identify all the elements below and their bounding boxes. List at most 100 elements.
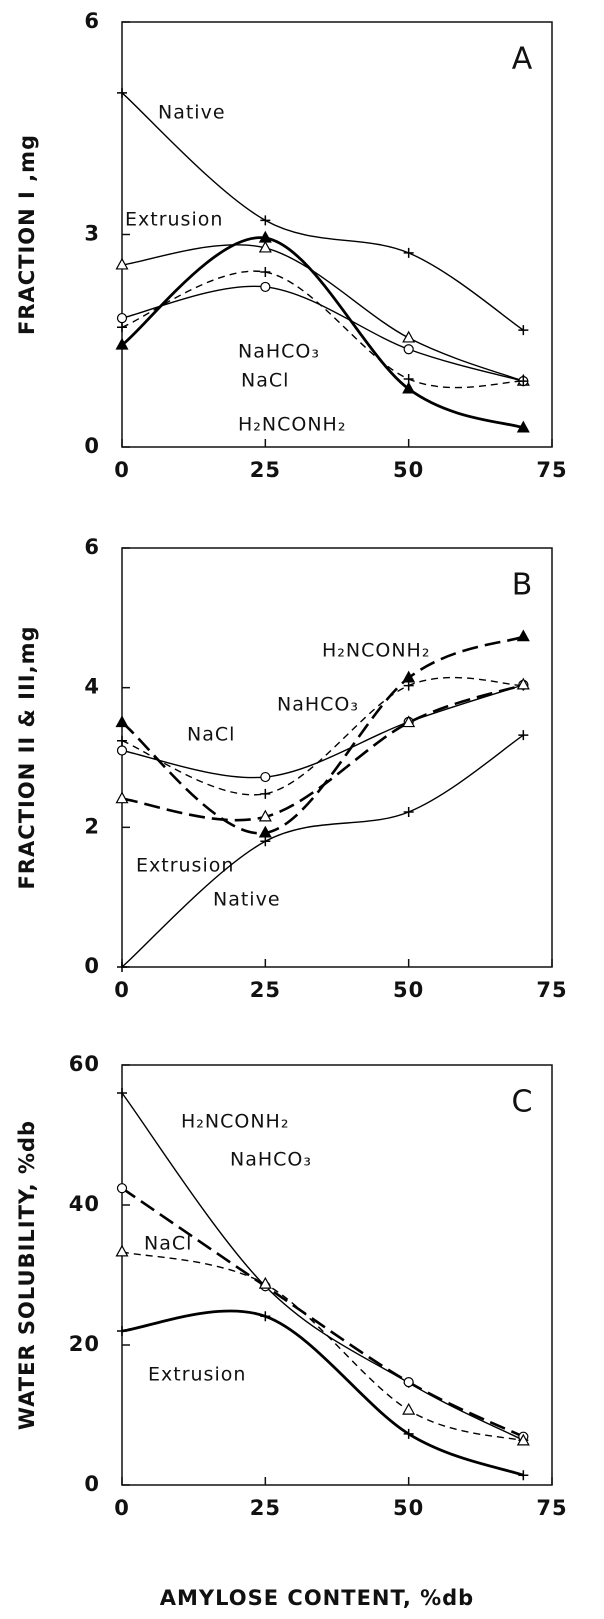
marker [402,330,416,343]
y-axis-label: FRACTION II & III,mg [15,626,39,890]
marker [516,1433,530,1446]
marker [516,629,530,642]
x-tick-label: 0 [114,978,130,1002]
x-tick-label: 25 [250,978,281,1002]
x-tick-label: 50 [393,458,424,482]
series-line [121,635,524,835]
marker [260,788,271,799]
marker [403,806,414,817]
series-label: Extrusion [148,1364,246,1386]
x-tick-label: 75 [536,978,567,1002]
marker [117,87,127,98]
marker [260,281,271,293]
series-label: Extrusion [136,855,234,877]
series-label: H₂NCONH₂ [322,640,430,662]
series-line [121,676,524,796]
marker [518,730,529,741]
series-label: NaHCO₃ [238,341,320,363]
marker [116,312,128,324]
panel-label: B [512,568,533,603]
marker [117,1326,127,1336]
marker [258,230,272,243]
x-axis-label: AMYLOSE CONTENT, %db [160,1586,474,1610]
series-label: NaCl [144,1233,192,1255]
x-tick-label: 50 [393,1496,424,1520]
y-tick-label: 60 [69,1052,100,1076]
series-line [121,236,524,430]
marker [402,1402,416,1415]
marker [516,420,530,433]
marker [403,680,414,691]
y-axis-label: WATER SOLUBILITY, %db [15,1120,39,1430]
marker [403,1428,414,1439]
marker [117,962,127,972]
marker [402,381,416,394]
x-tick-label: 75 [536,458,567,482]
y-tick-label: 20 [69,1332,100,1356]
series-line [121,1251,524,1442]
plot-frame [121,21,553,448]
y-axis-label: FRACTION I ,mg [15,134,39,335]
x-tick-label: 25 [250,458,281,482]
series-label: NaCl [187,724,235,746]
marker [115,257,129,270]
marker [516,677,530,690]
series-line [121,270,524,389]
series-label: Native [213,889,281,911]
x-tick-label: 0 [114,458,130,482]
marker [518,376,529,387]
x-tick-label: 0 [114,1496,130,1520]
marker [402,670,416,683]
series-label: NaHCO₃ [277,694,359,716]
marker [518,1470,529,1481]
marker [117,1088,127,1098]
marker [115,1244,129,1257]
series-line [121,1309,524,1477]
marker [115,791,129,804]
marker [403,1376,414,1388]
plot-frame [121,1064,553,1486]
series-line [121,244,524,382]
marker [403,344,414,355]
series-label: NaHCO₃ [230,1149,312,1171]
marker [260,215,271,226]
series-line [121,1187,524,1438]
series-line [121,734,524,968]
series-label: Native [158,102,226,124]
x-tick-label: 75 [536,1496,567,1520]
panel-label: C [512,1085,533,1120]
marker [260,836,271,847]
marker [260,1311,271,1322]
panel-label: A [512,42,533,77]
series-label: H₂NCONH₂ [181,1111,289,1133]
series-label: NaCl [241,370,289,392]
marker [403,247,414,258]
marker [116,1183,128,1194]
marker [258,809,272,822]
marker [260,771,271,783]
series-label: H₂NCONH₂ [238,414,346,436]
y-tick-label: 4 [84,675,100,699]
x-tick-label: 25 [250,1496,281,1520]
series-line [121,285,524,382]
y-tick-label: 3 [84,222,100,246]
marker [116,745,128,756]
marker [115,715,129,728]
marker [258,1276,272,1289]
y-tick-label: 2 [84,814,100,838]
series-line [121,684,524,779]
series-line [121,1092,524,1441]
x-tick-label: 50 [393,978,424,1002]
marker [117,322,127,333]
series-label: Extrusion [125,209,223,231]
marker [260,267,271,278]
series-line [121,92,524,331]
series-line [121,683,524,822]
y-tick-label: 6 [84,9,100,33]
marker [117,735,127,746]
marker [402,715,416,728]
y-tick-label: 6 [84,535,100,559]
y-tick-label: 0 [84,954,100,978]
marker [518,325,529,336]
